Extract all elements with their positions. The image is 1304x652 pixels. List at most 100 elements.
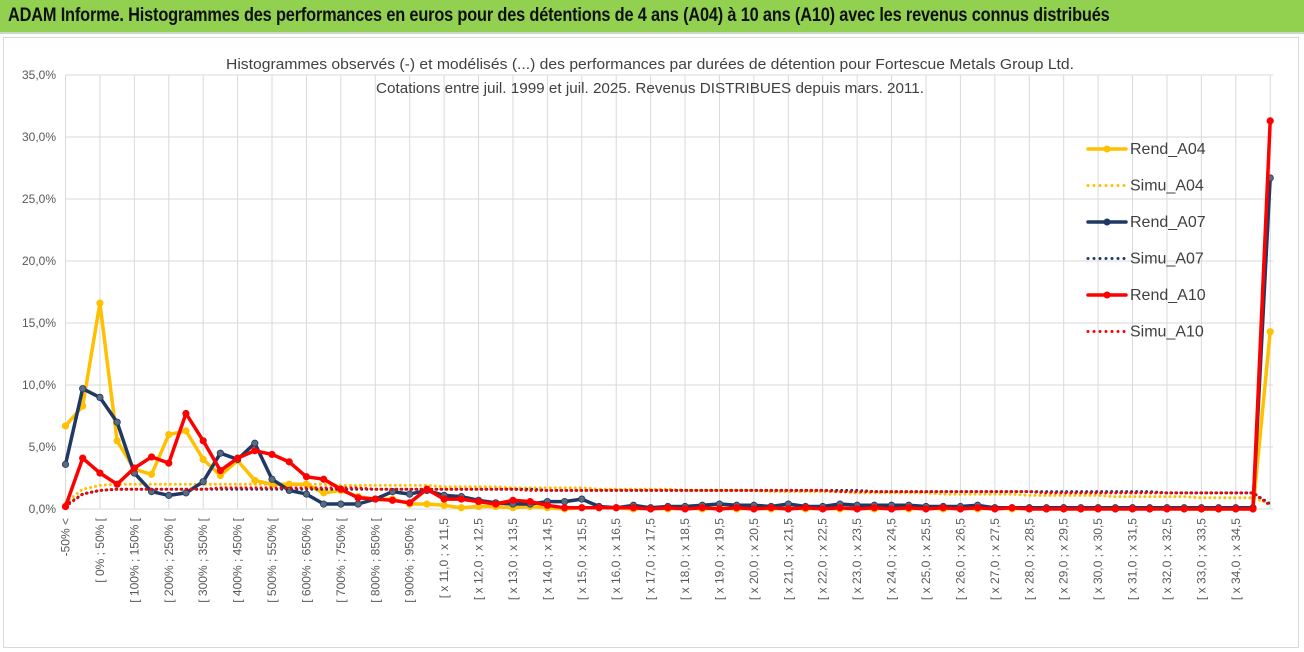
x-axis: -50% < [ 0% ; 50% [[ 100% ; 150% [[ 200% … bbox=[59, 517, 1243, 602]
data-point-rend-a10 bbox=[664, 504, 672, 512]
data-point-rend-a10 bbox=[147, 453, 156, 461]
data-point-rend-a10 bbox=[715, 505, 724, 513]
y-tick-label: 20,0% bbox=[22, 254, 56, 268]
data-point-rend-a10 bbox=[560, 504, 569, 512]
series-line-simu-a07 bbox=[64, 487, 1272, 507]
data-point-rend-a10 bbox=[1008, 504, 1016, 512]
data-point-rend-a10 bbox=[629, 504, 638, 512]
data-point-rend-a04 bbox=[113, 437, 121, 445]
data-point-rend-a10 bbox=[1266, 117, 1274, 125]
data-point-rend-a10 bbox=[474, 497, 483, 506]
legend-marker-rend-a04 bbox=[1103, 145, 1111, 153]
data-point-rend-a07 bbox=[96, 393, 104, 401]
data-point-rend-a07 bbox=[320, 500, 328, 508]
data-point-rend-a07 bbox=[268, 475, 276, 483]
data-point-rend-a10 bbox=[354, 494, 362, 502]
x-tick-label: [ 900% ; 950% [ bbox=[403, 517, 417, 602]
x-tick-label: [ 200% ; 250% [ bbox=[162, 517, 176, 602]
data-point-rend-a10 bbox=[647, 505, 655, 513]
data-point-rend-a10 bbox=[1025, 505, 1033, 513]
data-point-rend-a10 bbox=[595, 504, 603, 512]
data-point-rend-a10 bbox=[406, 499, 414, 507]
y-tick-label: 35,0% bbox=[22, 68, 56, 82]
data-point-rend-a10 bbox=[905, 504, 913, 512]
x-tick-label: [ x 18,0 ; x 18,5 bbox=[678, 518, 692, 600]
data-point-rend-a10 bbox=[819, 505, 827, 513]
data-point-rend-a10 bbox=[457, 495, 465, 503]
x-tick-label: [ x 19,0 ; x 19,5 bbox=[712, 518, 726, 600]
report-title: ADAM Informe. Histogrammes des performan… bbox=[8, 5, 1110, 26]
data-point-rend-a10 bbox=[612, 504, 620, 512]
data-point-rend-a07 bbox=[199, 478, 207, 486]
data-point-rend-a10 bbox=[320, 475, 328, 483]
data-point-rend-a07 bbox=[251, 439, 259, 447]
data-point-rend-a10 bbox=[302, 473, 311, 481]
chart-title: Histogrammes observés (-) et modélisés (… bbox=[226, 56, 1074, 73]
x-tick-label: [ x 25,0 ; x 25,5 bbox=[919, 518, 933, 600]
data-point-rend-a10 bbox=[1060, 505, 1068, 513]
x-tick-label: [ x 21,0 ; x 21,5 bbox=[781, 518, 795, 600]
data-point-rend-a10 bbox=[1180, 505, 1188, 513]
x-tick-label: [ 500% ; 550% [ bbox=[265, 517, 279, 602]
data-point-rend-a10 bbox=[801, 504, 810, 512]
data-point-rend-a10 bbox=[526, 497, 534, 506]
data-point-rend-a10 bbox=[371, 495, 379, 503]
data-point-rend-a10 bbox=[199, 437, 207, 445]
x-tick-label: [ x 24,0 ; x 24,5 bbox=[885, 518, 899, 600]
data-point-rend-a10 bbox=[492, 500, 500, 508]
x-tick-label: [ x 13,0 ; x 13,5 bbox=[506, 518, 520, 600]
x-tick-label: [ x 12,0 ; x 12,5 bbox=[472, 518, 486, 600]
x-tick-label: [ x 28,0 ; x 28,5 bbox=[1022, 518, 1036, 600]
data-point-rend-a04 bbox=[457, 504, 465, 512]
x-tick-label: [ x 16,0 ; x 16,5 bbox=[609, 518, 623, 600]
data-point-rend-a04 bbox=[182, 427, 190, 435]
x-tick-label: [ x 14,0 ; x 14,5 bbox=[540, 518, 554, 600]
legend-label-simu-a07: Simu_A07 bbox=[1130, 251, 1204, 268]
data-point-rend-a07 bbox=[560, 497, 569, 506]
data-point-rend-a04 bbox=[165, 430, 173, 439]
data-point-rend-a10 bbox=[440, 495, 448, 503]
data-point-rend-a10 bbox=[509, 496, 517, 504]
data-point-rend-a10 bbox=[1042, 505, 1051, 513]
x-tick-label: [ 600% ; 650% [ bbox=[299, 517, 313, 602]
data-point-rend-a10 bbox=[388, 496, 397, 504]
plot-area bbox=[61, 117, 1274, 513]
x-tick-label: [ x 17,0 ; x 17,5 bbox=[644, 518, 658, 600]
x-tick-label: [ 100% ; 150% [ bbox=[127, 517, 141, 602]
data-point-rend-a10 bbox=[285, 458, 293, 466]
data-point-rend-a10 bbox=[681, 505, 689, 513]
data-point-rend-a10 bbox=[784, 505, 792, 513]
data-point-rend-a07 bbox=[61, 460, 70, 468]
data-point-rend-a04 bbox=[1266, 328, 1274, 336]
data-point-rend-a10 bbox=[543, 501, 551, 509]
x-tick-label: [ x 30,0 ; x 30,5 bbox=[1091, 518, 1105, 600]
x-tick-label: [ x 15,0 ; x 15,5 bbox=[575, 518, 589, 600]
data-point-rend-a10 bbox=[578, 504, 586, 512]
data-point-rend-a10 bbox=[922, 505, 930, 513]
series-line-simu-a04 bbox=[64, 482, 1272, 506]
data-point-rend-a10 bbox=[268, 450, 276, 459]
y-tick-label: 5,0% bbox=[29, 440, 57, 454]
data-point-rend-a10 bbox=[991, 505, 999, 513]
data-point-rend-a07 bbox=[354, 500, 362, 508]
data-point-rend-a04 bbox=[199, 455, 207, 463]
data-point-rend-a10 bbox=[698, 504, 706, 512]
data-point-rend-a10 bbox=[1077, 505, 1085, 513]
data-point-rend-a10 bbox=[1111, 505, 1119, 513]
data-point-rend-a10 bbox=[887, 505, 896, 513]
x-tick-label: [ 0% ; 50% [ bbox=[93, 517, 107, 582]
data-point-rend-a07 bbox=[302, 490, 311, 498]
y-tick-label: 15,0% bbox=[22, 316, 56, 330]
data-point-rend-a04 bbox=[423, 500, 431, 508]
data-point-rend-a04 bbox=[147, 470, 156, 478]
data-point-rend-a10 bbox=[234, 454, 242, 462]
data-point-rend-a10 bbox=[1232, 505, 1240, 513]
x-tick-label: [ x 31,0 ; x 31,5 bbox=[1126, 518, 1140, 600]
data-point-rend-a10 bbox=[216, 466, 224, 475]
data-point-rend-a10 bbox=[182, 409, 190, 418]
data-point-rend-a04 bbox=[251, 476, 259, 485]
data-point-rend-a10 bbox=[1214, 505, 1223, 513]
legend: Rend_A04 Simu_A04 Rend_A07 Simu_A07 Rend_A10… bbox=[1086, 141, 1206, 341]
x-tick-label: [ x 23,0 ; x 23,5 bbox=[850, 518, 864, 600]
